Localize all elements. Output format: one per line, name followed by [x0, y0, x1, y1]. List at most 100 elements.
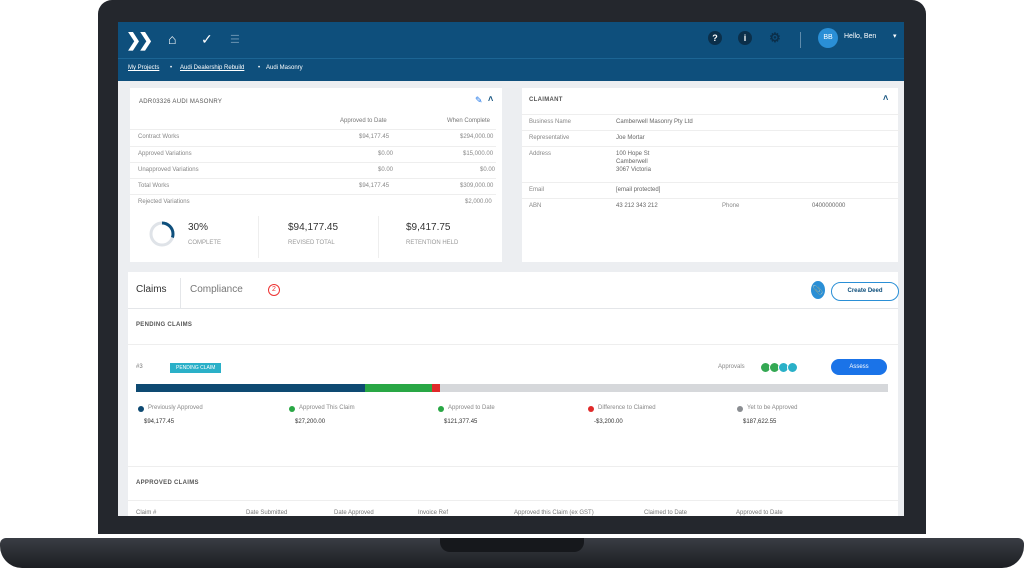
assess-button[interactable]: Assess: [831, 359, 887, 375]
divider: [258, 216, 259, 258]
home-icon[interactable]: ⌂: [168, 31, 177, 47]
detail-label: Phone: [722, 203, 740, 209]
breadcrumb: My Projects • Audi Dealership Rebuild • …: [118, 58, 904, 81]
pending-claims-heading: PENDING CLAIMS: [136, 322, 193, 328]
claim-progress-bar: [136, 384, 888, 392]
table-row: Unapproved Variations $0.00 $0.00: [130, 162, 496, 179]
row-complete: $309,000.00: [460, 183, 494, 189]
address-line: 100 Hope St: [616, 151, 650, 157]
chevron-up-icon[interactable]: ˄: [488, 94, 494, 104]
detail-label: ABN: [529, 203, 542, 209]
detail-row: ABN 43 212 343 212 Phone 0400000000: [522, 198, 902, 215]
avatar[interactable]: BB: [818, 28, 838, 48]
legend-value: $121,377.45: [444, 419, 478, 425]
list-icon[interactable]: ☰: [230, 34, 240, 46]
approved-claims-heading: APPROVED CLAIMS: [136, 480, 199, 486]
abn: 43 212 343 212: [616, 203, 658, 209]
column-header[interactable]: Date Submitted: [246, 510, 288, 516]
user-greeting[interactable]: Hello, Ben: [844, 33, 877, 40]
summary-card: ADR03326 AUDI MASONRY ✎ ˄ Approved to Da…: [130, 88, 502, 262]
approver-avatar[interactable]: [787, 362, 798, 373]
logo-icon[interactable]: ❯❯: [126, 30, 153, 50]
row-complete: $0.00: [480, 167, 496, 173]
legend-dot: [138, 406, 144, 412]
detail-label: Email: [529, 187, 545, 193]
breadcrumb-separator: •: [258, 65, 261, 71]
phone: 0400000000: [812, 203, 846, 209]
col-header: When Complete: [447, 118, 491, 124]
claims-panel: Claims Compliance 2 📎 Create Deed PENDIN…: [128, 272, 899, 516]
col-header: Approved to Date: [340, 118, 387, 124]
row-complete: $294,000.00: [460, 134, 494, 140]
claim-number: #3: [136, 364, 143, 370]
divider: [800, 32, 801, 48]
column-header[interactable]: Approved to Date: [736, 510, 783, 516]
laptop-notch: [440, 538, 584, 552]
legend-value: $27,200.00: [295, 419, 326, 425]
row-label: Unapproved Variations: [138, 167, 199, 173]
tab-claims[interactable]: Claims: [136, 284, 167, 295]
progress-segment: [431, 384, 440, 392]
paperclip-icon[interactable]: 📎: [811, 281, 825, 299]
kpi-revised-label: REVISED TOTAL: [288, 240, 335, 246]
column-header[interactable]: Claim #: [136, 510, 157, 516]
email: [email protected]: [616, 187, 661, 193]
column-header[interactable]: Invoice Ref: [418, 510, 449, 516]
kpi-complete-value: 30%: [188, 222, 209, 233]
status-badge: PENDING CLAIM: [170, 363, 222, 373]
legend-label: Previously Approved: [148, 405, 203, 411]
detail-row: Email [email protected]: [522, 182, 902, 199]
create-deed-button[interactable]: Create Deed: [831, 282, 899, 301]
check-icon[interactable]: ✓: [201, 31, 213, 47]
breadcrumb-current: Audi Masonry: [266, 65, 303, 71]
kpi-retention-label: RETENTION HELD: [406, 240, 459, 246]
kpi-revised-value: $94,177.45: [288, 222, 339, 233]
progress-segment: [365, 384, 432, 392]
progress-segment: [136, 384, 366, 392]
detail-label: Representative: [529, 135, 570, 141]
table-row: Rejected Variations $2,000.00: [130, 194, 496, 211]
column-header[interactable]: Claimed to Date: [644, 510, 688, 516]
row-approved: $0.00: [378, 167, 394, 173]
info-icon[interactable]: i: [738, 31, 752, 45]
kpi-complete-label: COMPLETE: [188, 240, 222, 246]
detail-row: Representative Joe Mortar: [522, 130, 902, 147]
top-navbar: ❯❯ ⌂ ✓ ☰ ? i ⚙ BB Hello, Ben ▾: [118, 22, 904, 58]
divider: [128, 344, 898, 345]
chevron-up-icon[interactable]: ˄: [883, 93, 889, 103]
legend-dot: [588, 406, 594, 412]
detail-label: Address: [529, 151, 552, 157]
legend-value: $187,622.55: [743, 419, 777, 425]
breadcrumb-my-projects[interactable]: My Projects: [128, 65, 160, 71]
column-header[interactable]: Approved this Claim (ex GST): [514, 510, 594, 516]
table-row: Contract Works $94,177.45 $294,000.00: [130, 129, 496, 146]
chevron-down-icon[interactable]: ▾: [893, 33, 897, 40]
legend-label: Difference to Claimed: [598, 405, 656, 411]
legend-label: Approved This Claim: [299, 405, 355, 411]
divider: [128, 500, 898, 501]
row-complete: $2,000.00: [465, 199, 492, 205]
gear-icon[interactable]: ⚙: [769, 30, 781, 45]
row-label: Contract Works: [138, 134, 180, 140]
divider: [378, 216, 379, 258]
column-header[interactable]: Date Approved: [334, 510, 374, 516]
table-row: Total Works $94,177.45 $309,000.00: [130, 178, 496, 195]
progress-ring: [149, 221, 175, 247]
help-icon[interactable]: ?: [708, 31, 722, 45]
divider: [128, 308, 898, 309]
breadcrumb-project[interactable]: Audi Dealership Rebuild: [180, 65, 245, 71]
legend-dot: [289, 406, 295, 412]
tab-compliance[interactable]: Compliance: [190, 284, 243, 295]
legend-dot: [737, 406, 743, 412]
compliance-badge: 2: [268, 284, 280, 296]
business-name: Camberwell Masonry Pty Ltd: [616, 119, 693, 125]
edit-icon[interactable]: ✎: [475, 95, 483, 105]
address-line: Camberwell: [616, 159, 648, 165]
breadcrumb-separator: •: [170, 65, 173, 71]
table-row: Approved Variations $0.00 $15,000.00: [130, 146, 496, 163]
representative: Joe Mortar: [616, 135, 645, 141]
row-label: Approved Variations: [138, 151, 192, 157]
row-label: Rejected Variations: [138, 199, 190, 205]
row-complete: $15,000.00: [463, 151, 494, 157]
card-title: CLAIMANT: [529, 97, 563, 103]
